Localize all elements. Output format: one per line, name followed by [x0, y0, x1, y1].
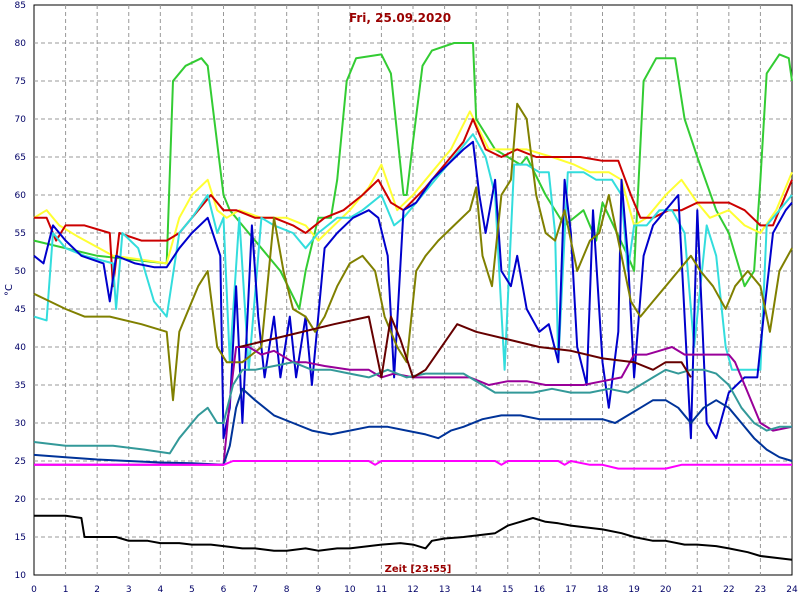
series-layer — [33, 42, 793, 561]
x-tick-label: 19 — [628, 585, 640, 595]
y-tick-label: 20 — [15, 495, 27, 505]
x-tick-label: 9 — [315, 585, 321, 595]
x-tick-label: 4 — [157, 585, 163, 595]
x-tick-label: 20 — [660, 585, 672, 595]
x-tick-label: 12 — [407, 585, 418, 595]
x-tick-labels: 0 1 2 3 4 5 6 7 8 9 10 11 12 13 14 15 16 17 18 19 20 21 22 23 24 — [31, 585, 798, 595]
series-line-5 — [33, 140, 793, 440]
y-tick-label: 55 — [15, 229, 26, 239]
x-tick-label: 16 — [534, 585, 546, 595]
x-tick-label: 6 — [221, 585, 227, 595]
x-tick-label: 24 — [786, 585, 798, 595]
y-tick-label: 70 — [15, 115, 27, 125]
y-tick-label: 85 — [15, 1, 26, 11]
x-tick-label: 1 — [63, 585, 69, 595]
y-tick-label: 65 — [15, 153, 26, 163]
y-axis-label: °C — [4, 284, 15, 296]
x-tick-label: 0 — [31, 585, 37, 595]
x-tick-label: 8 — [284, 585, 290, 595]
y-tick-label: 75 — [15, 77, 26, 87]
x-tick-label: 13 — [439, 585, 450, 595]
y-tick-label: 35 — [15, 381, 26, 391]
series-line-12 — [34, 514, 793, 561]
series-line-8 — [33, 361, 792, 455]
series-line-6 — [33, 102, 793, 402]
y-tick-label: 30 — [15, 419, 27, 429]
y-tick-label: 60 — [15, 191, 27, 201]
x-tick-label: 10 — [344, 585, 356, 595]
y-tick-labels: 10 15 20 25 30 35 40 45 50 55 60 65 70 75 80 85 — [15, 1, 27, 581]
x-tick-label: 5 — [189, 585, 195, 595]
x-tick-label: 11 — [376, 585, 387, 595]
x-tick-label: 7 — [252, 585, 258, 595]
x-axis-label: Zeit [23:55] — [385, 564, 452, 575]
series-line-7 — [34, 346, 793, 466]
y-tick-label: 45 — [15, 305, 26, 315]
series-line-11 — [34, 460, 792, 470]
x-tick-label: 14 — [470, 585, 482, 595]
chart-title: Fri, 25.09.2020 — [349, 11, 451, 25]
y-tick-label: 25 — [15, 457, 26, 467]
y-tick-label: 50 — [15, 267, 27, 277]
x-tick-label: 18 — [597, 585, 609, 595]
x-tick-label: 15 — [502, 585, 513, 595]
series-line-9 — [33, 387, 793, 466]
x-tick-label: 21 — [692, 585, 703, 595]
x-tick-label: 2 — [94, 585, 100, 595]
y-tick-label: 15 — [15, 533, 26, 543]
y-tick-label: 80 — [15, 39, 27, 49]
x-tick-label: 22 — [723, 585, 734, 595]
series-line-10 — [239, 315, 692, 379]
x-tick-label: 23 — [755, 585, 766, 595]
y-tick-label: 40 — [15, 343, 27, 353]
series-line-2 — [33, 110, 793, 265]
x-tick-label: 17 — [565, 585, 576, 595]
y-tick-label: 10 — [15, 571, 27, 581]
x-tick-label: 3 — [126, 585, 132, 595]
